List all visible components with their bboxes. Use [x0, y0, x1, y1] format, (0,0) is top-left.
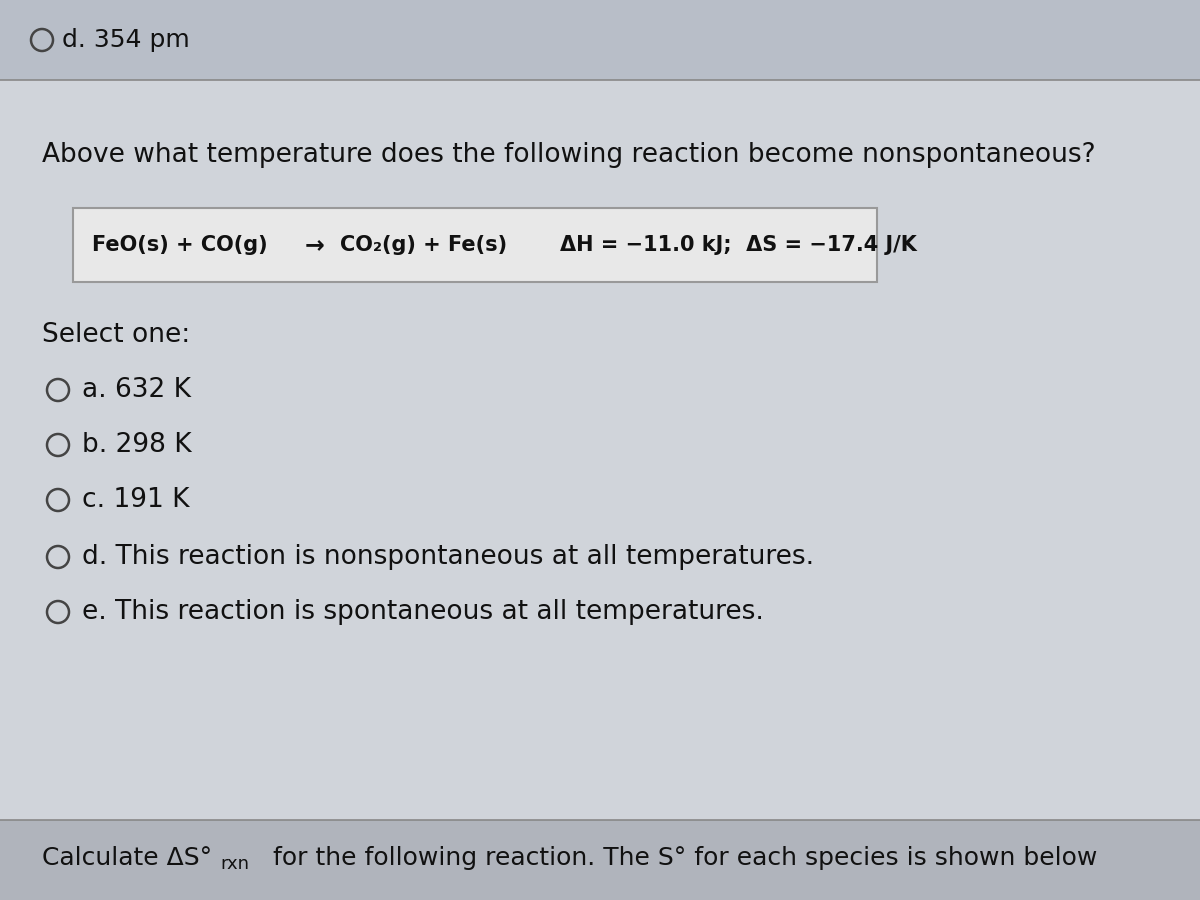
Text: CO₂(g) + Fe(s): CO₂(g) + Fe(s) [340, 235, 508, 255]
Bar [0, 820, 1200, 900]
Text: a. 632 K: a. 632 K [82, 377, 191, 403]
Text: Select one:: Select one: [42, 322, 191, 348]
Text: d. 354 pm: d. 354 pm [62, 28, 190, 52]
Text: d. This reaction is nonspontaneous at all temperatures.: d. This reaction is nonspontaneous at al… [82, 544, 814, 570]
Text: rxn: rxn [220, 855, 250, 873]
Text: Above what temperature does the following reaction become nonspontaneous?: Above what temperature does the followin… [42, 142, 1096, 168]
FancyBboxPatch shape [73, 208, 877, 282]
Bar [0, 0, 1200, 80]
Text: →: → [305, 233, 325, 257]
Text: Calculate ΔS°: Calculate ΔS° [42, 846, 212, 870]
Text: for the following reaction. The S° for each species is shown below: for the following reaction. The S° for e… [265, 846, 1097, 870]
Text: b. 298 K: b. 298 K [82, 432, 192, 458]
Text: c. 191 K: c. 191 K [82, 487, 190, 513]
Text: FeO(s) + CO(g): FeO(s) + CO(g) [92, 235, 268, 255]
Text: ΔH = −11.0 kJ;  ΔS = −17.4 J/K: ΔH = −11.0 kJ; ΔS = −17.4 J/K [560, 235, 917, 255]
Bar [0, 80, 1200, 820]
Text: e. This reaction is spontaneous at all temperatures.: e. This reaction is spontaneous at all t… [82, 599, 764, 625]
